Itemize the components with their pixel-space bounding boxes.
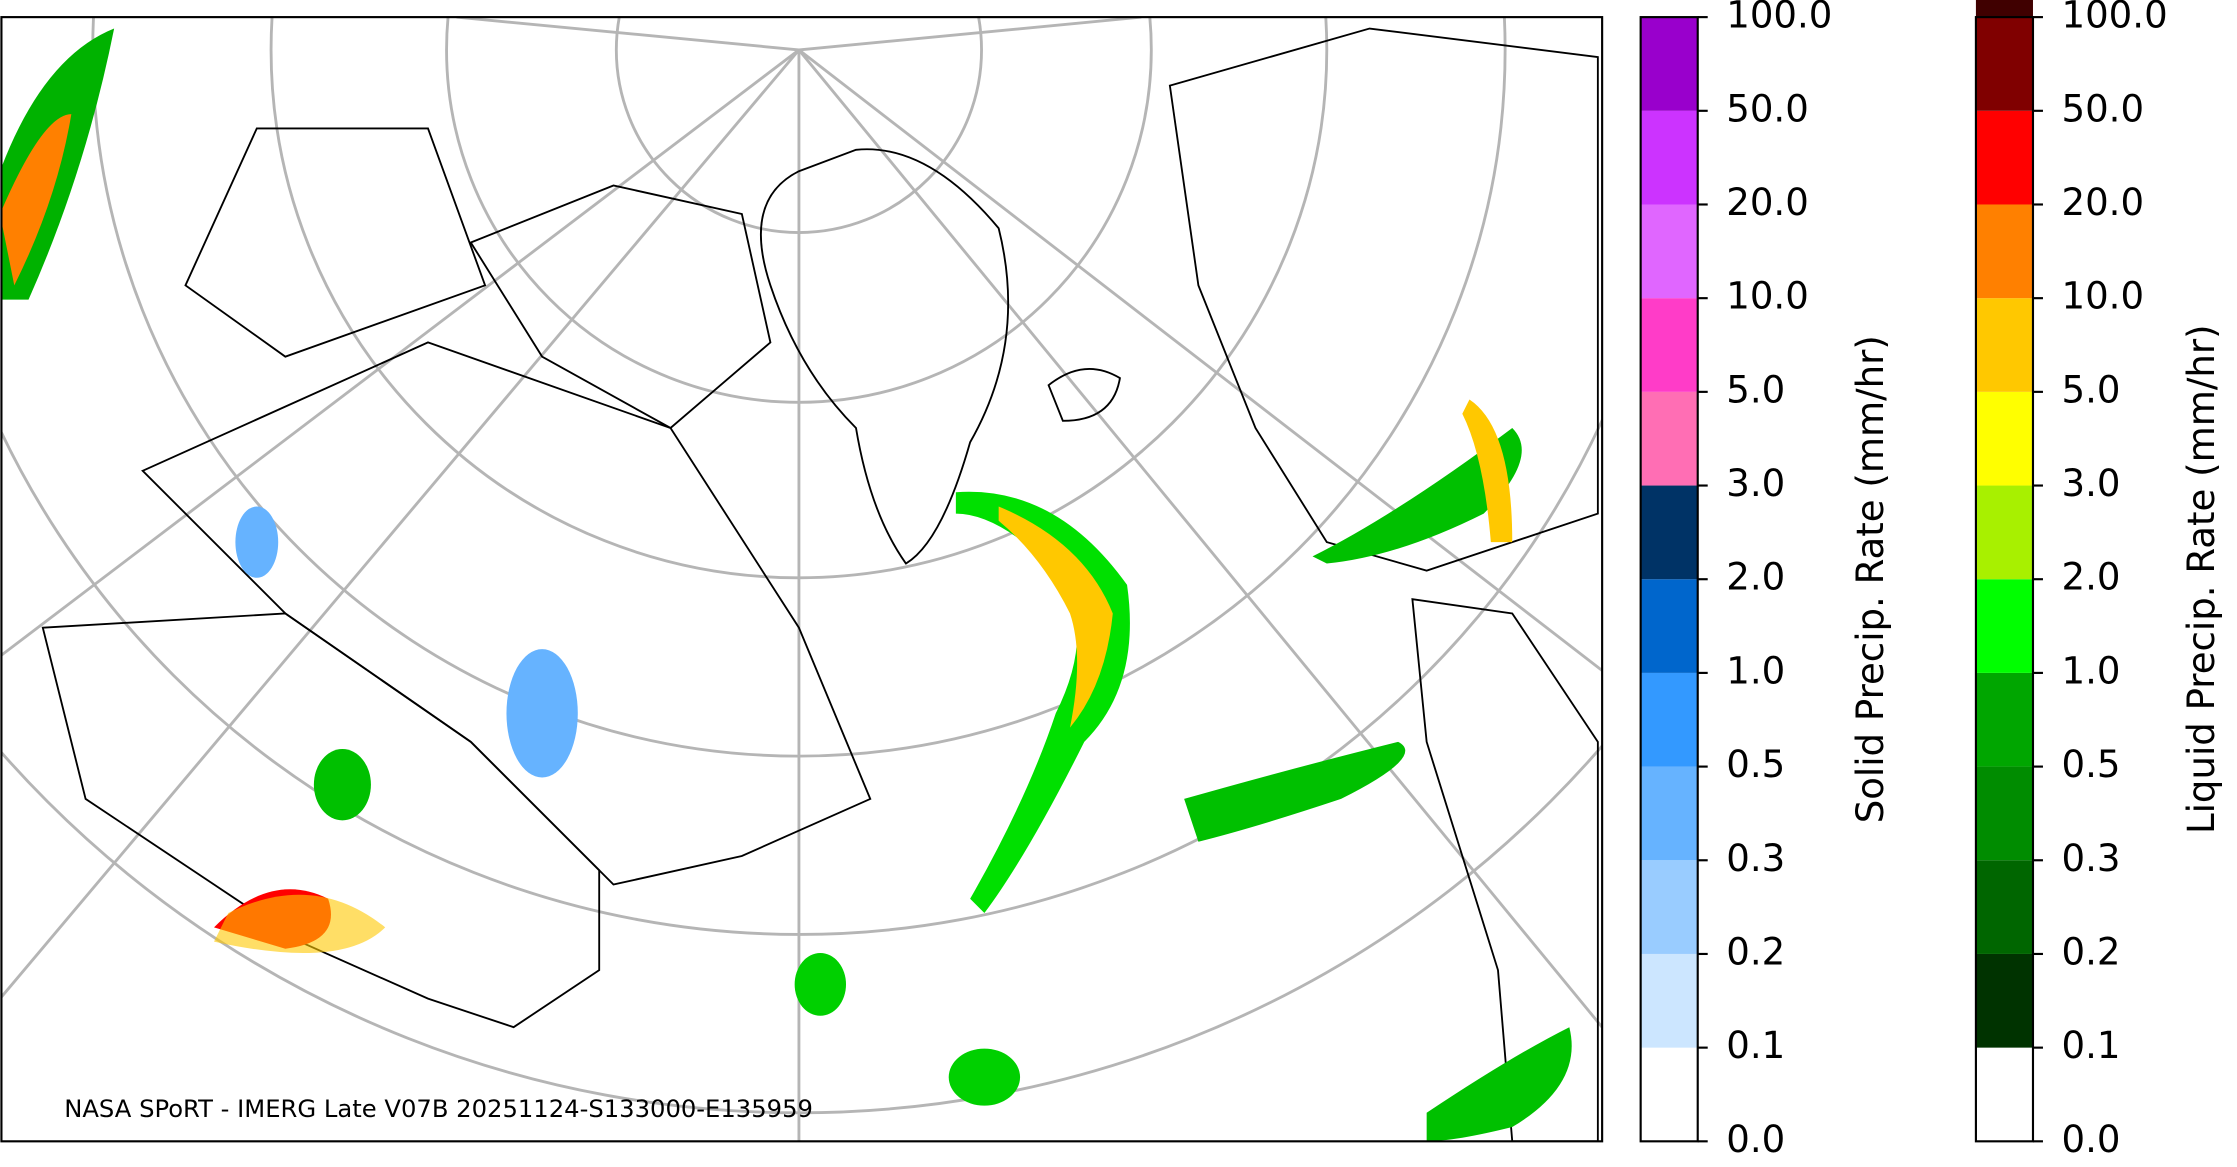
colorbar-segment bbox=[1640, 391, 1698, 486]
colorbar-segment bbox=[1975, 860, 2033, 954]
colorbar-tick-label: 5.0 bbox=[2062, 368, 2121, 411]
colorbar-tick-label: 10.0 bbox=[2062, 275, 2145, 318]
colorbar-tick-label: 0.2 bbox=[2062, 930, 2121, 973]
colorbar-tick-label: 0.3 bbox=[1726, 837, 1785, 880]
colorbar-tick-label: 0.5 bbox=[1726, 743, 1785, 786]
colorbar-segment bbox=[1640, 953, 1698, 1048]
colorbar-label: Liquid Precip. Rate (mm/hr) bbox=[2180, 324, 2223, 834]
colorbar-segment bbox=[1975, 17, 2033, 111]
colorbar-segment bbox=[1975, 579, 2033, 673]
colorbar-segment bbox=[1640, 766, 1698, 861]
colorbar-segment bbox=[1975, 391, 2033, 486]
colorbar-tick-label: 0.5 bbox=[2062, 743, 2121, 786]
colorbar-tick-label: 1.0 bbox=[2062, 649, 2121, 692]
colorbar-segment bbox=[1975, 1047, 2033, 1142]
colorbar-tick-label: 100.0 bbox=[2062, 0, 2168, 37]
colorbar-segment bbox=[1975, 953, 2033, 1048]
precip bbox=[1, 28, 1572, 1142]
colorbar-tick-label: 2.0 bbox=[2062, 556, 2121, 599]
colorbar-segment bbox=[1640, 17, 1698, 111]
colorbar-tick-label: 0.1 bbox=[2062, 1024, 2121, 1067]
map bbox=[1, 17, 1603, 1142]
colorbar-segment bbox=[1975, 110, 2033, 205]
colorbar-tick-label: 0.2 bbox=[1726, 930, 1785, 973]
colorbar-tick-label: 0.3 bbox=[2062, 837, 2121, 880]
colorbar-tick-label: 1.0 bbox=[1726, 649, 1785, 692]
colorbar-segment bbox=[1640, 672, 1698, 767]
colorbar-segment bbox=[1640, 204, 1698, 299]
colorbar-tick-label: 5.0 bbox=[1726, 368, 1785, 411]
colorbar-segment bbox=[1975, 298, 2033, 392]
colorbar-segment bbox=[1975, 766, 2033, 861]
colorbar-tick-label: 50.0 bbox=[1726, 87, 1809, 130]
colorbar-tick-label: 100.0 bbox=[1726, 0, 1832, 37]
colorbar-tick-label: 0.1 bbox=[1726, 1024, 1785, 1067]
colorbar-label: Solid Precip. Rate (mm/hr) bbox=[1849, 335, 1892, 823]
colorbar-tick-label: 3.0 bbox=[2062, 462, 2121, 505]
colorbar-segment bbox=[1640, 298, 1698, 392]
colorbar-segment bbox=[1640, 1047, 1698, 1142]
colorbar-tick-label: 2.0 bbox=[1726, 556, 1785, 599]
colorbar-segment bbox=[1975, 204, 2033, 299]
colorbar-tick-label: 50.0 bbox=[2062, 87, 2145, 130]
coastlines bbox=[41, 27, 1599, 1142]
colorbar-segment bbox=[1975, 0, 2033, 18]
colorbar-tick-label: 3.0 bbox=[1726, 462, 1785, 505]
colorbar-segment bbox=[1975, 672, 2033, 767]
caption: NASA SPoRT - IMERG Late V07B 20251124-S1… bbox=[64, 1094, 813, 1123]
colorbar-tick-label: 0.0 bbox=[2062, 1118, 2121, 1161]
colorbar-segment bbox=[1640, 579, 1698, 673]
colorbar-tick-label: 0.0 bbox=[1726, 1118, 1785, 1161]
colorbar-tick-label: 10.0 bbox=[1726, 275, 1809, 318]
colorbar-segment bbox=[1975, 485, 2033, 580]
colorbar-tick-label: 20.0 bbox=[1726, 181, 1809, 224]
colorbar-tick-label: 20.0 bbox=[2062, 181, 2145, 224]
colorbar-segment bbox=[1640, 485, 1698, 580]
colorbar-segment bbox=[1640, 860, 1698, 954]
colorbar-segment bbox=[1640, 110, 1698, 205]
map-frame bbox=[0, 16, 1604, 1143]
